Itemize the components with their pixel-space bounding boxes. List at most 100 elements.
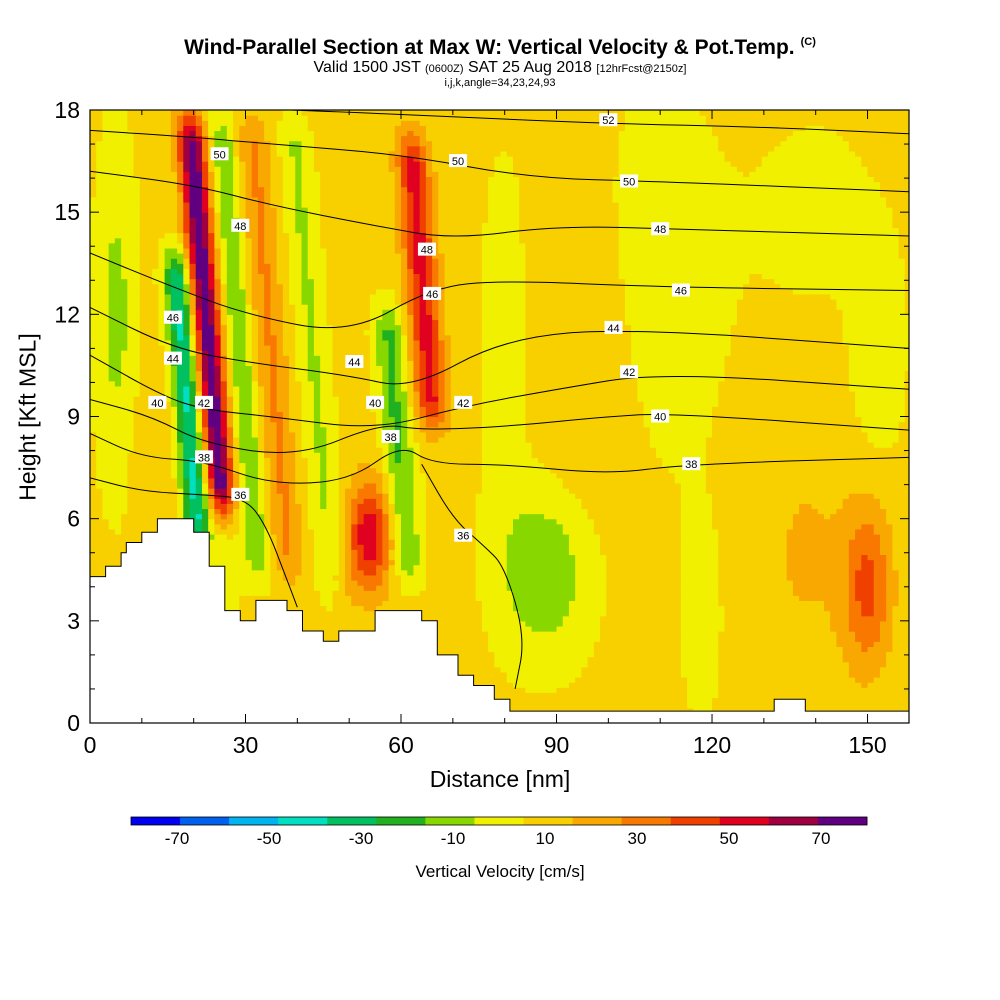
velocity-cell [102,508,110,515]
velocity-cell [338,360,346,367]
velocity-cell [152,457,160,464]
velocity-cell [301,355,309,361]
velocity-cell [102,314,110,321]
velocity-cell [158,217,166,223]
velocity-cell [332,457,340,464]
velocity-cell [289,549,296,556]
velocity-cell [152,273,160,280]
velocity-cell [301,350,309,356]
velocity-cell [139,227,147,234]
velocity-cell [96,344,104,351]
velocity-cell [195,247,203,254]
velocity-cell [201,145,209,152]
velocity-cell [257,222,265,229]
velocity-cell [220,334,228,341]
velocity-cell [251,513,259,520]
velocity-cell [320,452,327,458]
velocity-cell [90,442,97,448]
velocity-cell [96,533,104,540]
velocity-cell [201,493,209,499]
velocity-cell [158,498,166,504]
velocity-cell [307,232,315,239]
velocity-cell [270,115,278,121]
velocity-cell [338,120,346,126]
velocity-cell [127,278,135,285]
velocity-cell [301,110,309,116]
velocity-cell [301,171,309,178]
velocity-cell [214,355,222,361]
velocity-cell [338,590,346,596]
velocity-cell [332,462,340,469]
velocity-cell [251,130,259,137]
velocity-cell [307,615,315,622]
velocity-cell [289,396,296,402]
velocity-cell [189,355,197,361]
velocity-cell [139,482,147,489]
velocity-cell [121,411,128,418]
velocity-cell [108,554,116,561]
velocity-cell [145,385,153,392]
velocity-cell [276,595,284,601]
velocity-cell [264,482,271,489]
velocity-cell [226,232,234,239]
velocity-cell [139,431,147,438]
velocity-cell [189,513,197,520]
velocity-cell [164,380,172,387]
velocity-cell [145,150,153,157]
velocity-cell [270,191,278,198]
velocity-cell [313,431,321,438]
velocity-cell [320,196,327,203]
velocity-cell [114,237,122,244]
velocity-cell [102,452,110,458]
velocity-cell [295,559,303,566]
velocity-cell [245,344,253,351]
velocity-cell [264,411,271,418]
velocity-cell [195,421,203,428]
velocity-cell [201,125,209,132]
velocity-cell [245,610,253,617]
velocity-cell [282,171,290,178]
velocity-cell [121,334,128,341]
velocity-cell [214,319,222,326]
velocity-cell [233,186,240,193]
velocity-cell [251,299,259,305]
velocity-cell [108,503,116,510]
velocity-cell [133,212,141,218]
velocity-cell [233,344,240,351]
velocity-cell [127,411,135,418]
velocity-cell [313,278,321,285]
velocity-cell [195,155,203,162]
velocity-cell [270,513,278,520]
velocity-cell [320,390,327,397]
velocity-cell [313,115,321,121]
velocity-cell [326,212,334,218]
velocity-cell [208,533,215,540]
velocity-cell [245,365,253,372]
velocity-cell [307,242,315,249]
velocity-cell [320,513,327,520]
velocity-cell [102,472,110,479]
velocity-cell [152,304,160,310]
velocity-cell [345,431,352,438]
velocity-cell [214,304,222,310]
velocity-cell [177,258,184,264]
valid-zulu: (0600Z) [425,63,464,75]
velocity-cell [320,288,327,295]
velocity-cell [233,431,240,438]
velocity-cell [121,380,128,387]
velocity-cell [189,467,197,474]
velocity-cell [270,390,278,397]
velocity-cell [214,518,222,525]
velocity-cell [320,293,327,300]
velocity-cell [220,176,228,183]
velocity-cell [164,263,172,269]
velocity-cell [276,569,284,576]
velocity-cell [145,283,153,290]
velocity-cell [257,355,265,361]
velocity-cell [102,217,110,223]
velocity-cell [295,406,303,412]
velocity-cell [264,293,271,300]
velocity-cell [158,176,166,183]
velocity-cell [158,370,166,377]
velocity-cell [264,421,271,428]
